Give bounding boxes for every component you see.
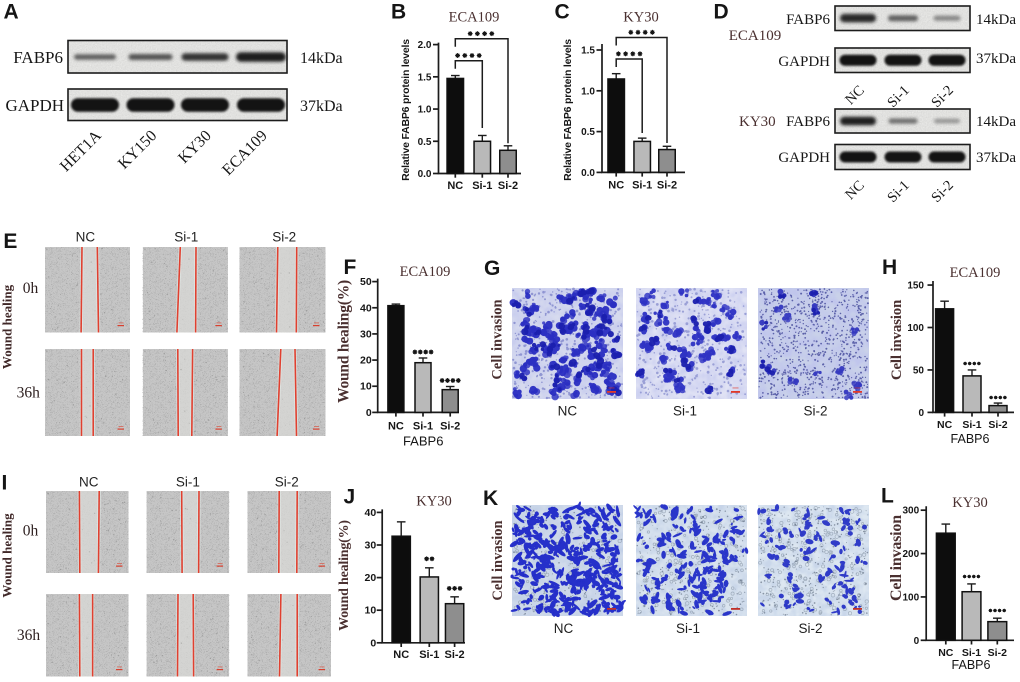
- svg-text:GAPDH: GAPDH: [778, 150, 830, 166]
- svg-text:Si-1: Si-1: [419, 649, 439, 661]
- svg-text:NC: NC: [558, 404, 578, 419]
- svg-text:Wound healing: Wound healing: [0, 284, 15, 369]
- svg-text:0h: 0h: [23, 523, 39, 540]
- svg-text:Si-1: Si-1: [413, 421, 433, 433]
- svg-text:50: 50: [913, 365, 925, 376]
- svg-text:20: 20: [360, 355, 372, 367]
- svg-text:Wound healing(%): Wound healing(%): [336, 280, 353, 403]
- svg-text:1.0: 1.0: [581, 86, 595, 97]
- svg-text:Wound healing(%): Wound healing(%): [337, 520, 352, 631]
- svg-text:NC: NC: [937, 419, 953, 431]
- svg-text:H: H: [882, 256, 897, 279]
- svg-text:Cell invasion: Cell invasion: [490, 299, 506, 379]
- svg-text:E: E: [3, 230, 17, 253]
- svg-text:Wound healing: Wound healing: [0, 513, 15, 598]
- svg-text:ECA109: ECA109: [400, 264, 451, 280]
- svg-text:NC: NC: [76, 229, 96, 244]
- svg-text:20: 20: [365, 572, 377, 584]
- svg-text:Relative FABP6 protein levels: Relative FABP6 protein levels: [400, 39, 412, 181]
- svg-text:ECA109: ECA109: [950, 265, 1001, 281]
- svg-text:10: 10: [365, 605, 377, 617]
- svg-text:FABP6: FABP6: [786, 12, 830, 28]
- svg-text:150: 150: [907, 281, 924, 292]
- svg-text:14kDa: 14kDa: [300, 50, 343, 67]
- svg-text:A: A: [4, 0, 19, 23]
- svg-text:100: 100: [907, 323, 924, 334]
- svg-text:Si-1: Si-1: [472, 180, 492, 192]
- svg-text:KY30: KY30: [416, 494, 451, 510]
- svg-text:40: 40: [360, 302, 372, 314]
- svg-text:10: 10: [360, 381, 372, 393]
- svg-text:Cell invasion: Cell invasion: [889, 299, 905, 380]
- svg-text:Cell invasion: Cell invasion: [490, 520, 506, 600]
- svg-text:KY30: KY30: [623, 10, 658, 26]
- svg-text:KY30: KY30: [739, 114, 776, 130]
- svg-text:37kDa: 37kDa: [976, 51, 1016, 67]
- svg-text:0.0: 0.0: [418, 169, 432, 180]
- svg-text:0.5: 0.5: [581, 127, 595, 138]
- svg-text:NC: NC: [608, 180, 624, 192]
- svg-text:C: C: [555, 0, 570, 23]
- svg-text:J: J: [344, 486, 356, 509]
- svg-text:50: 50: [360, 276, 372, 288]
- svg-text:0: 0: [366, 407, 372, 419]
- svg-text:NC: NC: [388, 421, 404, 433]
- svg-text:0.0: 0.0: [581, 168, 595, 179]
- svg-text:0h: 0h: [23, 280, 39, 297]
- svg-text:Si-2: Si-2: [657, 180, 677, 192]
- svg-text:37kDa: 37kDa: [300, 98, 343, 115]
- svg-text:FABP6: FABP6: [951, 432, 990, 446]
- svg-text:0.5: 0.5: [418, 137, 432, 148]
- svg-text:Si-2: Si-2: [988, 419, 1007, 431]
- svg-text:0: 0: [370, 637, 376, 649]
- svg-text:ECA109: ECA109: [729, 28, 782, 44]
- svg-text:Si-2: Si-2: [440, 421, 460, 433]
- svg-text:1.5: 1.5: [418, 72, 432, 83]
- svg-text:1.0: 1.0: [418, 105, 432, 116]
- svg-text:ECA109: ECA109: [449, 10, 500, 26]
- svg-text:F: F: [344, 256, 357, 279]
- svg-text:30: 30: [365, 540, 377, 552]
- svg-text:I: I: [2, 472, 8, 495]
- svg-text:D: D: [714, 0, 729, 23]
- svg-text:Si-1: Si-1: [673, 404, 697, 419]
- svg-text:FABP6: FABP6: [13, 48, 63, 67]
- svg-text:2.0: 2.0: [418, 40, 432, 51]
- svg-text:Si-1: Si-1: [632, 180, 652, 192]
- svg-text:14kDa: 14kDa: [976, 114, 1016, 130]
- svg-text:Si-1: Si-1: [962, 419, 981, 431]
- svg-text:Si-2: Si-2: [803, 404, 827, 419]
- svg-text:14kDa: 14kDa: [976, 12, 1016, 28]
- svg-text:36h: 36h: [17, 385, 41, 402]
- svg-text:FABP6: FABP6: [403, 434, 443, 449]
- svg-text:30: 30: [360, 328, 372, 340]
- svg-text:Si-2: Si-2: [275, 474, 299, 489]
- svg-text:NC: NC: [447, 180, 463, 192]
- svg-text:0: 0: [918, 408, 924, 419]
- svg-text:Si-2: Si-2: [498, 180, 518, 192]
- svg-text:B: B: [391, 0, 406, 23]
- svg-text:K: K: [483, 487, 498, 510]
- svg-text:GAPDH: GAPDH: [5, 96, 64, 115]
- svg-text:G: G: [484, 257, 500, 280]
- svg-text:Si-1: Si-1: [174, 229, 198, 244]
- svg-text:Si-2: Si-2: [445, 649, 465, 661]
- svg-text:40: 40: [365, 507, 377, 519]
- svg-text:GAPDH: GAPDH: [778, 54, 830, 70]
- svg-text:37kDa: 37kDa: [976, 150, 1016, 166]
- svg-text:Si-2: Si-2: [272, 229, 296, 244]
- svg-text:FABP6: FABP6: [786, 114, 830, 130]
- svg-text:36h: 36h: [17, 627, 41, 644]
- svg-text:NC: NC: [393, 649, 409, 661]
- svg-text:Si-1: Si-1: [176, 474, 200, 489]
- svg-text:1.5: 1.5: [581, 46, 595, 57]
- svg-text:Relative FABP6 protein levels: Relative FABP6 protein levels: [562, 39, 574, 181]
- svg-text:NC: NC: [79, 474, 99, 489]
